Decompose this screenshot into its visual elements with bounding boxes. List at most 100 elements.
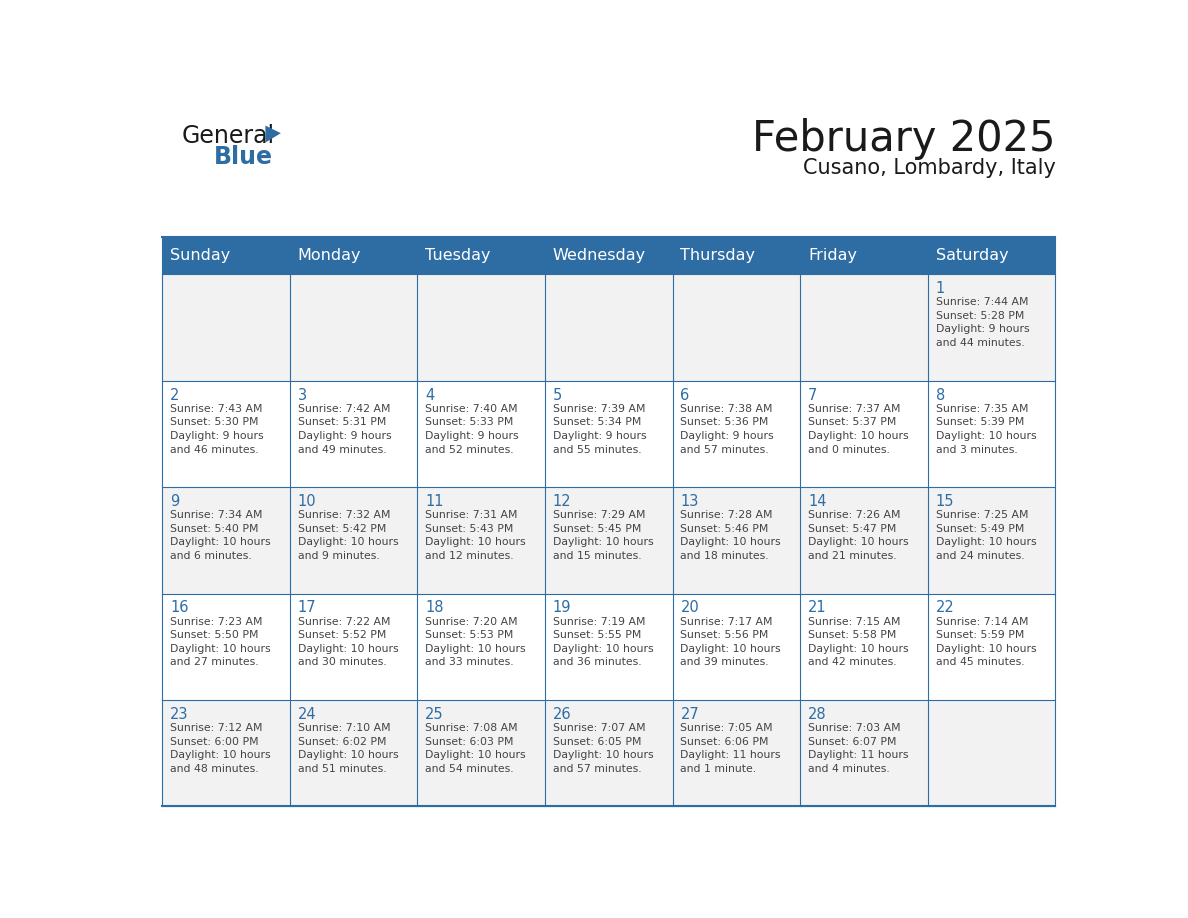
Text: Sunrise: 7:29 AM
Sunset: 5:45 PM
Daylight: 10 hours
and 15 minutes.: Sunrise: 7:29 AM Sunset: 5:45 PM Dayligh… [552, 510, 653, 561]
Bar [545, 487, 672, 594]
Text: Saturday: Saturday [936, 248, 1009, 263]
Text: 17: 17 [298, 600, 316, 615]
Text: 10: 10 [298, 494, 316, 509]
Bar [417, 700, 545, 806]
Text: 2: 2 [170, 387, 179, 402]
Text: 15: 15 [936, 494, 954, 509]
Text: Sunrise: 7:37 AM
Sunset: 5:37 PM
Daylight: 10 hours
and 0 minutes.: Sunrise: 7:37 AM Sunset: 5:37 PM Dayligh… [808, 404, 909, 454]
Bar [290, 238, 417, 274]
Text: Sunrise: 7:42 AM
Sunset: 5:31 PM
Daylight: 9 hours
and 49 minutes.: Sunrise: 7:42 AM Sunset: 5:31 PM Dayligh… [298, 404, 391, 454]
Text: Sunrise: 7:10 AM
Sunset: 6:02 PM
Daylight: 10 hours
and 51 minutes.: Sunrise: 7:10 AM Sunset: 6:02 PM Dayligh… [298, 723, 398, 774]
Bar [417, 594, 545, 700]
Text: Sunrise: 7:08 AM
Sunset: 6:03 PM
Daylight: 10 hours
and 54 minutes.: Sunrise: 7:08 AM Sunset: 6:03 PM Dayligh… [425, 723, 526, 774]
Bar [545, 238, 672, 274]
Text: Wednesday: Wednesday [552, 248, 646, 263]
Bar [928, 487, 1055, 594]
Text: Sunrise: 7:15 AM
Sunset: 5:58 PM
Daylight: 10 hours
and 42 minutes.: Sunrise: 7:15 AM Sunset: 5:58 PM Dayligh… [808, 617, 909, 667]
Bar [290, 594, 417, 700]
Text: Friday: Friday [808, 248, 857, 263]
Text: Sunrise: 7:34 AM
Sunset: 5:40 PM
Daylight: 10 hours
and 6 minutes.: Sunrise: 7:34 AM Sunset: 5:40 PM Dayligh… [170, 510, 271, 561]
Polygon shape [265, 126, 280, 142]
Bar [163, 594, 290, 700]
Text: Sunrise: 7:19 AM
Sunset: 5:55 PM
Daylight: 10 hours
and 36 minutes.: Sunrise: 7:19 AM Sunset: 5:55 PM Dayligh… [552, 617, 653, 667]
Bar [672, 594, 801, 700]
Bar [672, 700, 801, 806]
Text: 12: 12 [552, 494, 571, 509]
Bar [545, 700, 672, 806]
Bar [417, 238, 545, 274]
Bar [163, 238, 290, 274]
Bar [801, 238, 928, 274]
Text: 27: 27 [681, 707, 700, 722]
Text: 25: 25 [425, 707, 444, 722]
Text: February 2025: February 2025 [752, 118, 1055, 160]
Text: Sunrise: 7:12 AM
Sunset: 6:00 PM
Daylight: 10 hours
and 48 minutes.: Sunrise: 7:12 AM Sunset: 6:00 PM Dayligh… [170, 723, 271, 774]
Bar [801, 700, 928, 806]
Bar [417, 381, 545, 487]
Bar [290, 700, 417, 806]
Text: Sunrise: 7:28 AM
Sunset: 5:46 PM
Daylight: 10 hours
and 18 minutes.: Sunrise: 7:28 AM Sunset: 5:46 PM Dayligh… [681, 510, 781, 561]
Bar [928, 381, 1055, 487]
Bar [417, 487, 545, 594]
Text: Sunrise: 7:14 AM
Sunset: 5:59 PM
Daylight: 10 hours
and 45 minutes.: Sunrise: 7:14 AM Sunset: 5:59 PM Dayligh… [936, 617, 1036, 667]
Bar [928, 238, 1055, 274]
Text: Sunrise: 7:39 AM
Sunset: 5:34 PM
Daylight: 9 hours
and 55 minutes.: Sunrise: 7:39 AM Sunset: 5:34 PM Dayligh… [552, 404, 646, 454]
Bar [801, 381, 928, 487]
Bar [545, 594, 672, 700]
Text: Sunrise: 7:17 AM
Sunset: 5:56 PM
Daylight: 10 hours
and 39 minutes.: Sunrise: 7:17 AM Sunset: 5:56 PM Dayligh… [681, 617, 781, 667]
Text: 7: 7 [808, 387, 817, 402]
Text: 20: 20 [681, 600, 700, 615]
Text: 24: 24 [298, 707, 316, 722]
Text: 16: 16 [170, 600, 189, 615]
Bar [801, 487, 928, 594]
Text: Sunrise: 7:07 AM
Sunset: 6:05 PM
Daylight: 10 hours
and 57 minutes.: Sunrise: 7:07 AM Sunset: 6:05 PM Dayligh… [552, 723, 653, 774]
Bar [545, 274, 672, 381]
Bar [801, 594, 928, 700]
Text: Sunrise: 7:31 AM
Sunset: 5:43 PM
Daylight: 10 hours
and 12 minutes.: Sunrise: 7:31 AM Sunset: 5:43 PM Dayligh… [425, 510, 526, 561]
Text: 8: 8 [936, 387, 944, 402]
Bar [672, 238, 801, 274]
Text: 21: 21 [808, 600, 827, 615]
Bar [163, 381, 290, 487]
Text: 6: 6 [681, 387, 690, 402]
Bar [928, 274, 1055, 381]
Text: Sunrise: 7:26 AM
Sunset: 5:47 PM
Daylight: 10 hours
and 21 minutes.: Sunrise: 7:26 AM Sunset: 5:47 PM Dayligh… [808, 510, 909, 561]
Text: 14: 14 [808, 494, 827, 509]
Bar [163, 487, 290, 594]
Text: Tuesday: Tuesday [425, 248, 491, 263]
Bar [672, 381, 801, 487]
Text: Sunrise: 7:23 AM
Sunset: 5:50 PM
Daylight: 10 hours
and 27 minutes.: Sunrise: 7:23 AM Sunset: 5:50 PM Dayligh… [170, 617, 271, 667]
Bar [928, 594, 1055, 700]
Bar [163, 700, 290, 806]
Bar [290, 487, 417, 594]
Text: Sunrise: 7:22 AM
Sunset: 5:52 PM
Daylight: 10 hours
and 30 minutes.: Sunrise: 7:22 AM Sunset: 5:52 PM Dayligh… [298, 617, 398, 667]
Text: 11: 11 [425, 494, 444, 509]
Text: 19: 19 [552, 600, 571, 615]
Bar [928, 700, 1055, 806]
Text: 23: 23 [170, 707, 189, 722]
Text: Sunrise: 7:05 AM
Sunset: 6:06 PM
Daylight: 11 hours
and 1 minute.: Sunrise: 7:05 AM Sunset: 6:06 PM Dayligh… [681, 723, 781, 774]
Bar [417, 274, 545, 381]
Text: Blue: Blue [214, 145, 273, 169]
Text: Sunrise: 7:44 AM
Sunset: 5:28 PM
Daylight: 9 hours
and 44 minutes.: Sunrise: 7:44 AM Sunset: 5:28 PM Dayligh… [936, 297, 1029, 348]
Bar [290, 381, 417, 487]
Bar [163, 274, 290, 381]
Text: 4: 4 [425, 387, 435, 402]
Text: 13: 13 [681, 494, 699, 509]
Text: 26: 26 [552, 707, 571, 722]
Bar [545, 381, 672, 487]
Text: Sunrise: 7:20 AM
Sunset: 5:53 PM
Daylight: 10 hours
and 33 minutes.: Sunrise: 7:20 AM Sunset: 5:53 PM Dayligh… [425, 617, 526, 667]
Text: Sunday: Sunday [170, 248, 230, 263]
Text: 22: 22 [936, 600, 954, 615]
Text: Monday: Monday [298, 248, 361, 263]
Text: Sunrise: 7:25 AM
Sunset: 5:49 PM
Daylight: 10 hours
and 24 minutes.: Sunrise: 7:25 AM Sunset: 5:49 PM Dayligh… [936, 510, 1036, 561]
Text: 5: 5 [552, 387, 562, 402]
Text: Sunrise: 7:38 AM
Sunset: 5:36 PM
Daylight: 9 hours
and 57 minutes.: Sunrise: 7:38 AM Sunset: 5:36 PM Dayligh… [681, 404, 775, 454]
Bar [672, 487, 801, 594]
Text: 3: 3 [298, 387, 307, 402]
Bar [801, 274, 928, 381]
Bar [290, 274, 417, 381]
Text: 1: 1 [936, 281, 944, 297]
Text: Sunrise: 7:32 AM
Sunset: 5:42 PM
Daylight: 10 hours
and 9 minutes.: Sunrise: 7:32 AM Sunset: 5:42 PM Dayligh… [298, 510, 398, 561]
Text: Sunrise: 7:03 AM
Sunset: 6:07 PM
Daylight: 11 hours
and 4 minutes.: Sunrise: 7:03 AM Sunset: 6:07 PM Dayligh… [808, 723, 909, 774]
